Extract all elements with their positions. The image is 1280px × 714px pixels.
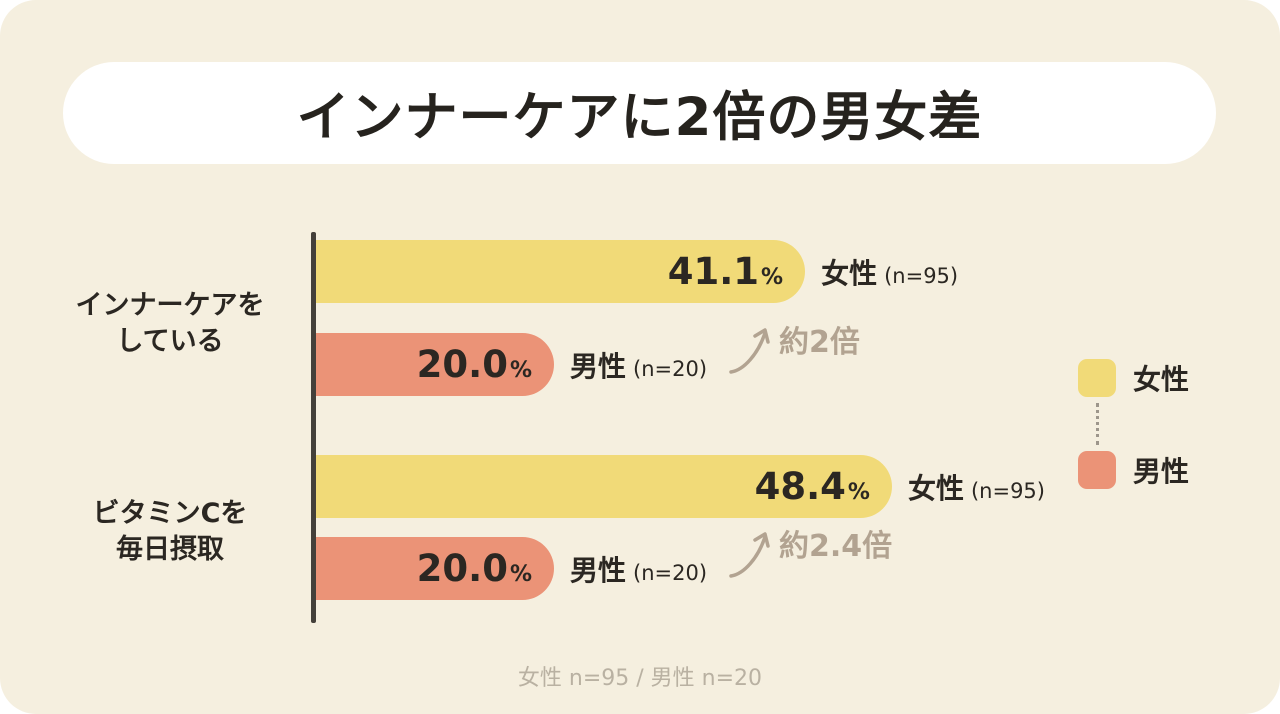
bar-series-label: 男性 (n=20) — [570, 553, 708, 587]
bar-series-label: 男性 (n=20) — [570, 349, 708, 383]
sample-size: (n=20) — [633, 356, 708, 381]
category-line: ビタミンCを — [92, 498, 248, 529]
footnote: 女性 n=95 / 男性 n=20 — [517, 666, 763, 691]
ratio-annotation: 約2倍 — [727, 325, 860, 380]
sample-size: (n=95) — [884, 263, 959, 288]
male-swatch-icon — [1078, 451, 1116, 489]
bar-series-label: 女性 (n=95) — [821, 256, 959, 290]
ratio-text: 約2.4倍 — [779, 528, 893, 564]
bar-value: 20.0% — [416, 343, 532, 386]
female-bar: 48.4% — [316, 455, 892, 518]
ratio-annotation: 約2.4倍 — [727, 529, 892, 584]
bar-row-innercare-female: 41.1% 女性 (n=95) — [316, 240, 958, 303]
y-axis-line — [311, 232, 316, 623]
bar-value: 48.4% — [754, 465, 870, 508]
bar-row-vitaminc-female: 48.4% 女性 (n=95) — [316, 455, 1045, 518]
male-bar: 20.0% — [316, 537, 554, 600]
male-bar: 20.0% — [316, 333, 554, 396]
legend-item-male: 男性 — [1078, 450, 1189, 490]
ratio-arrow-icon — [729, 531, 770, 578]
legend-item-female: 女性 — [1078, 358, 1189, 398]
ratio-text: 約2倍 — [779, 324, 860, 360]
category-line: インナーケアを — [75, 290, 265, 321]
legend: 女性 男性 — [1078, 358, 1189, 490]
sample-size: (n=95) — [970, 478, 1045, 503]
legend-label: 女性 — [1133, 363, 1190, 396]
female-swatch-icon — [1078, 359, 1116, 397]
bar-row-innercare-male: 20.0% 男性 (n=20) 約2倍 — [316, 325, 860, 396]
bar-row-vitaminc-male: 20.0% 男性 (n=20) 約2.4倍 — [316, 529, 892, 600]
legend-label: 男性 — [1133, 455, 1190, 488]
bar-series-label: 女性 (n=95) — [907, 471, 1045, 505]
category-label-innercare: インナーケアを している — [36, 288, 304, 359]
female-bar: 41.1% — [316, 240, 806, 303]
title-banner: インナーケアに2倍の男女差 — [63, 62, 1216, 164]
legend-dotted-connector — [1096, 403, 1099, 445]
bar-value: 20.0% — [416, 547, 532, 590]
percent-sign: % — [847, 480, 870, 505]
page-title: インナーケアに2倍の男女差 — [296, 87, 983, 148]
percent-sign: % — [509, 562, 532, 587]
percent-sign: % — [761, 265, 784, 290]
category-line: 毎日摂取 — [116, 533, 224, 565]
ratio-arrow-icon — [729, 327, 770, 374]
bar-value: 41.1% — [667, 250, 784, 293]
percent-sign: % — [509, 358, 532, 383]
category-line: している — [116, 325, 224, 357]
sample-size: (n=20) — [633, 560, 708, 585]
category-label-vitaminc: ビタミンCを 毎日摂取 — [36, 496, 304, 567]
